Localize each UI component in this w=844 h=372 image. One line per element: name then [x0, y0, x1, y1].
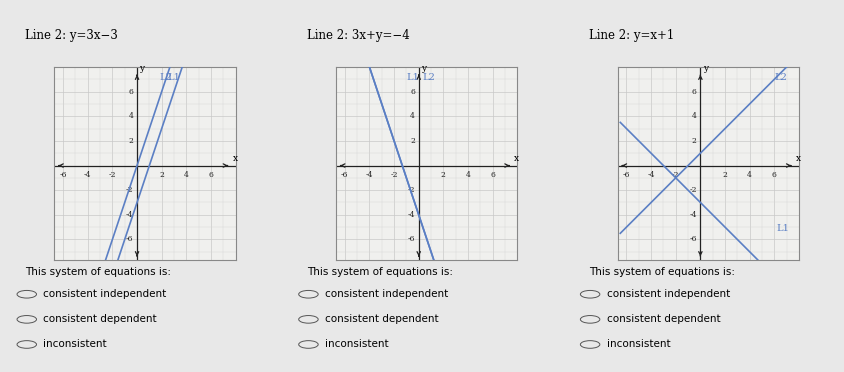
Text: 2: 2 [441, 171, 446, 179]
Text: x: x [232, 154, 237, 163]
Text: 4: 4 [184, 171, 188, 179]
Text: 2: 2 [722, 171, 727, 179]
Text: Line 2: y=3x−3: Line 2: y=3x−3 [25, 29, 118, 42]
Text: consistent dependent: consistent dependent [43, 314, 157, 324]
Text: L2: L2 [773, 73, 787, 82]
Text: This system of equations is:: This system of equations is: [25, 267, 171, 277]
Text: 2: 2 [128, 137, 133, 145]
Text: -2: -2 [689, 186, 695, 194]
Text: 4: 4 [691, 112, 695, 120]
Text: -2: -2 [126, 186, 133, 194]
Text: This system of equations is:: This system of equations is: [307, 267, 452, 277]
Text: L1: L1 [776, 224, 788, 233]
Text: consistent independent: consistent independent [325, 289, 448, 299]
Text: This system of equations is:: This system of equations is: [588, 267, 734, 277]
Text: L1: L1 [406, 73, 419, 82]
Text: -6: -6 [622, 171, 630, 179]
Text: 6: 6 [490, 171, 495, 179]
Text: L2: L2 [422, 73, 435, 82]
Text: -4: -4 [647, 171, 654, 179]
Text: Line 2: y=x+1: Line 2: y=x+1 [588, 29, 674, 42]
Text: 6: 6 [208, 171, 214, 179]
Text: L1: L1 [168, 73, 181, 82]
Text: 6: 6 [691, 87, 695, 96]
Text: consistent dependent: consistent dependent [606, 314, 720, 324]
Text: -6: -6 [689, 235, 695, 243]
Text: -2: -2 [671, 171, 679, 179]
Text: x: x [514, 154, 519, 163]
Text: y: y [420, 64, 425, 73]
Text: 4: 4 [128, 112, 133, 120]
Text: 2: 2 [691, 137, 695, 145]
Text: -6: -6 [407, 235, 414, 243]
Text: inconsistent: inconsistent [606, 340, 669, 349]
Text: -4: -4 [126, 211, 133, 219]
Text: -2: -2 [390, 171, 398, 179]
Text: 6: 6 [409, 87, 414, 96]
Text: 2: 2 [159, 171, 164, 179]
Text: 4: 4 [465, 171, 470, 179]
Text: y: y [701, 64, 707, 73]
Text: 6: 6 [771, 171, 776, 179]
Text: -6: -6 [126, 235, 133, 243]
Text: -2: -2 [109, 171, 116, 179]
Text: inconsistent: inconsistent [43, 340, 107, 349]
Text: Line 2: 3x+y=−4: Line 2: 3x+y=−4 [307, 29, 409, 42]
Text: consistent dependent: consistent dependent [325, 314, 438, 324]
Text: y: y [139, 64, 144, 73]
Text: -2: -2 [407, 186, 414, 194]
Text: consistent independent: consistent independent [606, 289, 729, 299]
Text: 4: 4 [409, 112, 414, 120]
Text: -4: -4 [689, 211, 695, 219]
Text: consistent independent: consistent independent [43, 289, 166, 299]
Text: -6: -6 [59, 171, 67, 179]
Text: -6: -6 [341, 171, 348, 179]
Text: x: x [795, 154, 800, 163]
Text: 2: 2 [409, 137, 414, 145]
Text: 4: 4 [746, 171, 751, 179]
Text: L2: L2 [159, 73, 172, 82]
Text: -4: -4 [407, 211, 414, 219]
Text: -4: -4 [84, 171, 91, 179]
Text: -4: -4 [365, 171, 373, 179]
Text: inconsistent: inconsistent [325, 340, 388, 349]
Text: 6: 6 [128, 87, 133, 96]
